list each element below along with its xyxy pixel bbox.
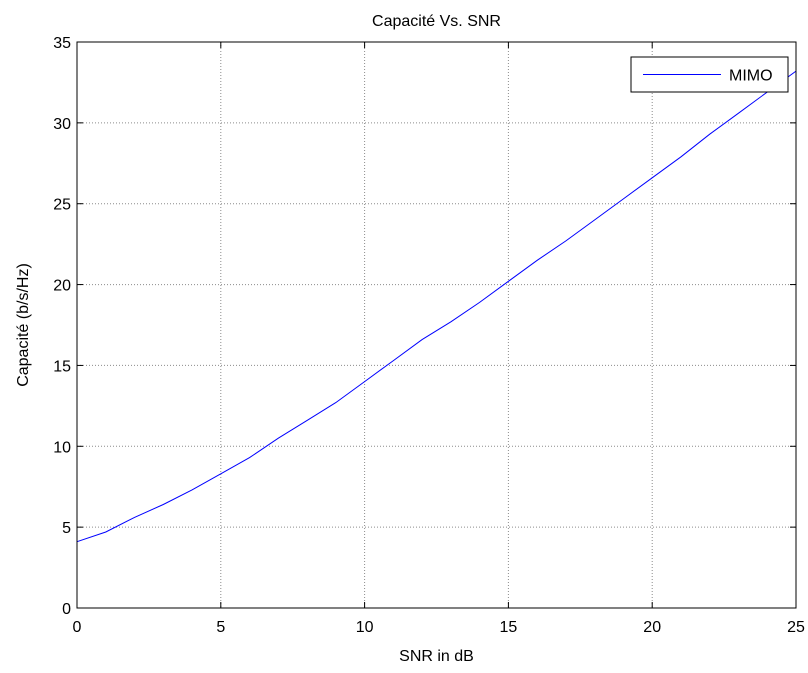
y-tick-label: 0 [62,601,71,618]
legend-label-mimo: MIMO [729,68,773,85]
y-tick-label: 35 [53,35,71,52]
grid-lines [77,42,796,608]
x-tick-label: 10 [356,619,374,636]
chart-title: Capacité Vs. SNR [372,13,501,30]
x-tick-label: 0 [73,619,82,636]
x-axis-label: SNR in dB [399,648,474,665]
y-tick-label: 30 [53,116,71,133]
series-lines [76,70,797,543]
x-tick-label: 25 [787,619,805,636]
y-tick-label: 5 [62,520,71,537]
series-line-mimo [76,70,797,543]
y-axis-label: Capacité (b/s/Hz) [15,263,32,387]
x-tick-label: 5 [216,619,225,636]
y-tick-label: 10 [53,439,71,456]
y-tick-label: 25 [53,197,71,214]
x-tick-label: 15 [500,619,518,636]
y-tick-label: 20 [53,278,71,295]
y-tick-label: 15 [53,358,71,375]
plot-frame [76,41,797,609]
legend: MIMO [630,56,789,93]
plot-area [77,42,796,608]
tick-labels: 0 5 10 15 20 25 0 5 10 15 20 25 30 35 [53,35,805,636]
x-tick-label: 20 [643,619,661,636]
